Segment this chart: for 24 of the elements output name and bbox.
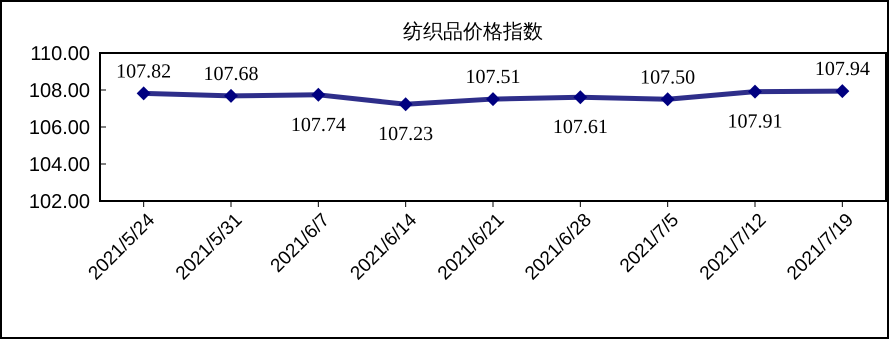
y-tick-label: 102.00 (28, 191, 90, 213)
point (486, 92, 500, 106)
data-label: 107.50 (640, 66, 696, 88)
y-tick-label: 106.00 (28, 117, 90, 139)
data-label: 107.82 (116, 60, 172, 82)
data-label: 107.91 (728, 110, 782, 133)
y-tick-label: 108.00 (28, 80, 90, 102)
data-label: 107.74 (290, 114, 346, 136)
data-label: 107.68 (204, 62, 258, 85)
point (224, 88, 238, 103)
y-tick-label: 110.00 (30, 43, 90, 65)
data-label: 107.61 (552, 116, 608, 138)
data-label: 107.51 (466, 66, 520, 88)
point (573, 90, 588, 104)
point (748, 84, 762, 99)
point (660, 92, 675, 106)
y-tick-label: 104.00 (28, 154, 90, 176)
point (398, 97, 413, 112)
data-label: 107.23 (378, 123, 434, 146)
point (311, 88, 326, 102)
point (835, 84, 850, 98)
data-label: 107.94 (814, 58, 870, 80)
point (136, 86, 151, 100)
chart-title: 纺织品价格指数 (403, 21, 543, 43)
